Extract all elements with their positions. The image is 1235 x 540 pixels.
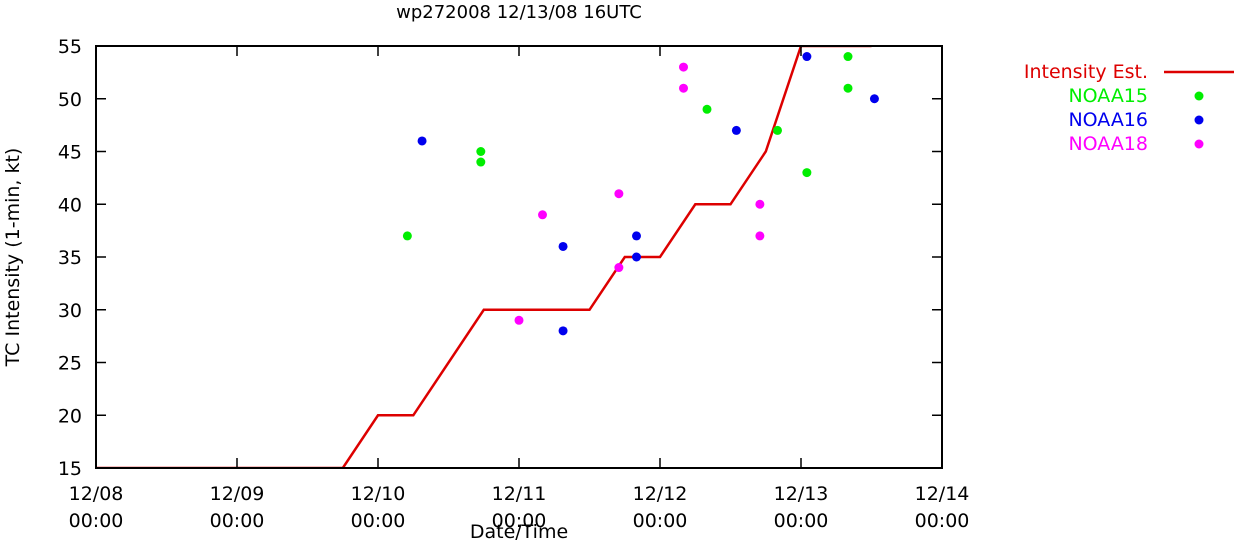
- data-point-noaa18: [614, 263, 624, 273]
- y-tick-label: 55: [58, 36, 82, 58]
- x-tick-label-date: 12/14: [915, 483, 970, 505]
- legend-swatch-noaa16: [1194, 115, 1204, 125]
- y-tick-label: 35: [58, 247, 82, 269]
- y-axis-label: TC Intensity (1-min, kt): [2, 148, 24, 368]
- data-point-noaa15: [802, 168, 812, 178]
- y-tick-label: 20: [58, 405, 82, 427]
- legend-label-noaa18: NOAA18: [1068, 133, 1148, 155]
- data-point-noaa16: [417, 136, 427, 146]
- data-point-noaa15: [476, 147, 486, 156]
- y-tick-label: 25: [58, 353, 82, 375]
- data-point-noaa18: [679, 83, 688, 93]
- data-point-noaa18: [679, 62, 688, 72]
- data-point-noaa15: [702, 104, 712, 114]
- y-tick-label: 30: [58, 300, 82, 322]
- data-point-noaa16: [632, 231, 641, 241]
- legend-label-noaa15: NOAA15: [1068, 85, 1148, 107]
- data-point-noaa16: [731, 125, 741, 135]
- x-tick-label-date: 12/10: [351, 483, 406, 505]
- x-tick-label-time: 00:00: [210, 510, 265, 532]
- data-point-noaa15: [843, 83, 853, 93]
- data-point-noaa18: [755, 231, 765, 241]
- plot-area: [96, 46, 879, 468]
- data-point-noaa18: [614, 189, 624, 199]
- y-axis: 15 20 25 30 35 40 45 50 55: [58, 36, 942, 480]
- x-tick-label-date: 12/11: [492, 483, 547, 505]
- data-point-noaa15: [773, 125, 782, 135]
- data-point-noaa15: [476, 157, 486, 167]
- data-point-noaa16: [558, 326, 568, 336]
- legend-label-intensity-est: Intensity Est.: [1024, 61, 1148, 83]
- legend-swatch-noaa15: [1194, 91, 1204, 101]
- data-point-noaa16: [558, 241, 568, 251]
- x-tick-label-time: 00:00: [69, 510, 124, 532]
- y-tick-label: 50: [58, 89, 82, 111]
- data-point-noaa16: [869, 94, 879, 104]
- data-point-noaa16: [632, 252, 641, 262]
- y-tick-label: 40: [58, 194, 82, 216]
- x-axis: 12/08 00:00 12/09 00:00 12/10 00:00 12/11 00:00…: [69, 46, 970, 532]
- x-tick-label-time: 00:00: [351, 510, 406, 532]
- y-tick-label: 15: [58, 458, 82, 480]
- x-tick-label-time: 00:00: [915, 510, 970, 532]
- x-tick-label-date: 12/13: [774, 483, 829, 505]
- x-tick-label-time: 00:00: [774, 510, 829, 532]
- data-point-noaa18: [514, 315, 524, 325]
- x-tick-label-date: 12/08: [69, 483, 124, 505]
- data-point-noaa15: [402, 231, 412, 241]
- legend-swatch-noaa18: [1194, 139, 1204, 149]
- data-point-noaa18: [755, 199, 765, 209]
- series-line-intensity-est: [96, 46, 872, 468]
- chart-title: wp272008 12/13/08 16UTC: [396, 2, 642, 23]
- legend-label-noaa16: NOAA16: [1068, 109, 1148, 131]
- y-tick-label: 45: [58, 142, 82, 164]
- data-point-noaa18: [538, 210, 547, 220]
- x-tick-label-date: 12/09: [210, 483, 265, 505]
- x-tick-label-time: 00:00: [633, 510, 688, 532]
- data-point-noaa15: [843, 52, 853, 62]
- x-axis-label: Date/Time: [470, 521, 568, 540]
- plot-frame: [95, 45, 943, 469]
- data-point-noaa16: [802, 52, 812, 62]
- x-tick-label-date: 12/12: [633, 483, 688, 505]
- x-tick-label-time: 00:00: [492, 510, 547, 532]
